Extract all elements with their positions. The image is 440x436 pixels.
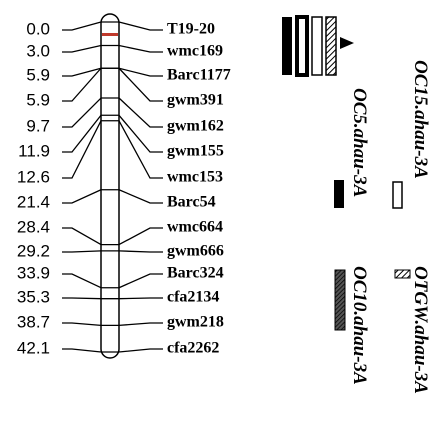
connector [62, 227, 102, 246]
position-label: 0.0 [26, 19, 50, 38]
qtl-bar [334, 269, 346, 331]
connector [62, 250, 102, 253]
position-label: 33.9 [17, 263, 50, 282]
connector [118, 250, 163, 253]
position-label: 3.0 [26, 41, 50, 60]
position-label: 9.7 [26, 116, 50, 135]
connector [118, 67, 163, 77]
marker-name: Barc1177 [167, 67, 231, 84]
marker-name: cfa2134 [167, 289, 219, 306]
position-label: 42.1 [17, 338, 50, 357]
qtl-bar [392, 181, 403, 209]
connector [118, 348, 163, 353]
arrow [340, 37, 354, 49]
connector [118, 273, 163, 289]
position-label: 29.2 [17, 241, 50, 260]
connector [62, 322, 102, 326]
connector [62, 114, 102, 153]
marker-name: gwm155 [167, 143, 224, 160]
position-label: 38.7 [17, 312, 50, 331]
qtl-bar [325, 16, 337, 76]
qtl-label: OC15.ahau-3A [410, 60, 431, 179]
connector [62, 44, 102, 53]
connector [118, 44, 163, 53]
position-label: 5.9 [26, 90, 50, 109]
connector [118, 67, 163, 102]
qtl-label: OTGW.ahau-3A [410, 266, 431, 394]
connector [62, 348, 102, 353]
marker-name: wmc664 [167, 219, 223, 236]
marker-name: wmc153 [167, 169, 223, 186]
qtl-label: OC10.ahau-3A [349, 266, 370, 385]
position-label: 21.4 [17, 192, 50, 211]
qtl-bars [282, 15, 411, 331]
connector [118, 21, 163, 31]
position-label: 28.4 [17, 217, 50, 236]
position-label: 12.6 [17, 167, 50, 186]
marker-name: gwm218 [167, 314, 224, 331]
marker-name: gwm391 [167, 92, 224, 109]
connector [62, 297, 102, 300]
qtl-label: OC5.ahau-3A [349, 88, 370, 197]
marker-name: Barc324 [167, 265, 224, 282]
connector [118, 227, 163, 246]
marker-name: gwm162 [167, 118, 224, 135]
qtl-bar [334, 180, 344, 208]
connector [62, 21, 102, 31]
marker-name: Barc54 [167, 194, 216, 211]
connector [62, 189, 102, 204]
connector [118, 189, 163, 204]
centromere-mark [102, 33, 118, 36]
chromosome [100, 13, 120, 359]
qtl-bar [394, 269, 411, 279]
marker-name: gwm666 [167, 243, 224, 260]
qtl-bar [295, 15, 309, 77]
qtl-bar [282, 17, 292, 75]
marker-name: wmc169 [167, 43, 223, 60]
connector [62, 97, 102, 128]
connector [118, 97, 163, 128]
connector [62, 120, 102, 179]
connector [62, 273, 102, 289]
connector [118, 297, 163, 300]
connector [118, 114, 163, 153]
connector [62, 67, 102, 77]
qtl-bar [311, 16, 323, 76]
connector [118, 322, 163, 326]
position-label: 11.9 [18, 141, 50, 160]
marker-name: cfa2262 [167, 340, 219, 357]
connector [62, 67, 102, 102]
position-label: 35.3 [17, 287, 50, 306]
position-label: 5.9 [26, 65, 50, 84]
connector [118, 120, 163, 179]
marker-name: T19-20 [167, 21, 215, 38]
